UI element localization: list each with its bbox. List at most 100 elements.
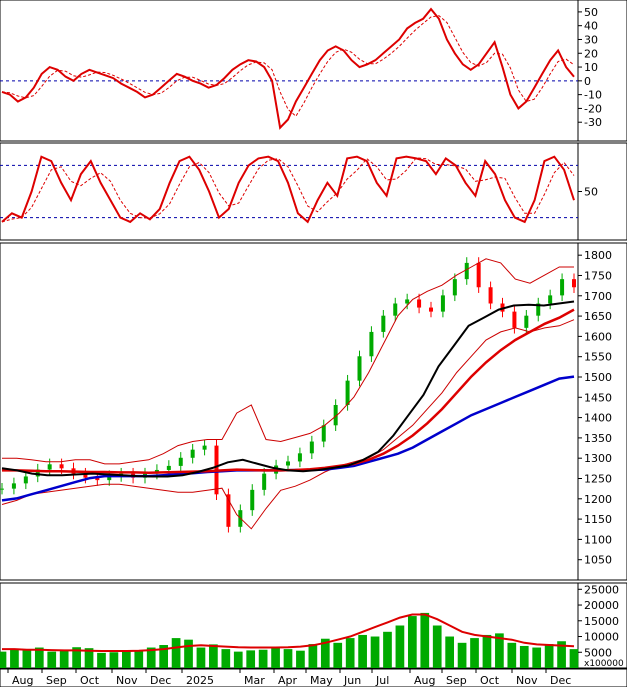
price-candle-body [190, 449, 195, 458]
volume-bar [333, 642, 343, 668]
y-tick-label: 25000 [584, 583, 619, 596]
y-tick-label: 10000 [584, 631, 619, 644]
volume-bar [34, 647, 44, 668]
price-candle-body [452, 279, 457, 296]
volume-bar [407, 616, 417, 668]
y-tick-label: 40 [584, 20, 598, 33]
y-tick-label: 50 [584, 6, 598, 19]
price-candle-body [417, 299, 422, 308]
volume-bar [507, 642, 517, 668]
x-tick-label: Oct [80, 674, 100, 687]
y-tick-label: 1650 [584, 310, 612, 323]
oscillator-1-signal-line [1, 15, 575, 117]
volume-bar [470, 638, 479, 668]
y-tick-label: 1600 [584, 330, 612, 343]
x-tick-label: Oct [480, 674, 500, 687]
price-panel: 1800 1750 1700 1650 1600 1550 1500 1450 1400 1350… [0, 242, 627, 581]
volume-bar [258, 649, 268, 668]
price-candle-body [107, 476, 112, 481]
y-tick-label: 1450 [584, 391, 612, 404]
volume-bar [432, 625, 442, 668]
moving-average-short-line [1, 300, 575, 478]
x-tick-label: Nov [116, 674, 138, 687]
volume-bar [557, 641, 566, 668]
price-candle-body [429, 307, 433, 312]
x-tick-label: Sep [46, 674, 67, 687]
y-tick-label: 50 [584, 186, 598, 199]
price-candle-body [11, 483, 16, 489]
price-candle-body [286, 461, 290, 466]
volume-bar [84, 648, 94, 668]
volume-bar [271, 647, 280, 668]
price-candle-body [405, 299, 410, 304]
price-candle-body [47, 464, 52, 470]
panel-border [0, 242, 627, 581]
price-candle-body [440, 295, 445, 312]
x-tick-label: Sep [446, 674, 467, 687]
volume-bar [0, 651, 7, 668]
price-candle-body [488, 287, 493, 304]
y-tick-label: 5000 [584, 646, 612, 659]
x-tick-label: Aug [414, 674, 435, 687]
y-tick-label: 15000 [584, 615, 619, 628]
volume-unit-label: x100000 [584, 659, 624, 669]
y-tick-label: 0 [584, 75, 591, 88]
volume-bar [482, 634, 492, 668]
x-tick-label: Apr [278, 674, 298, 687]
price-candle-body [572, 279, 576, 288]
volume-bar [121, 651, 131, 668]
price-candle-body [95, 477, 100, 481]
y-tick-label: 20 [584, 47, 598, 60]
bollinger-lower-line [1, 319, 575, 530]
volume-bar [395, 625, 405, 668]
price-candle-body [369, 331, 374, 357]
price-candle-body [393, 303, 398, 316]
volume-bar [345, 638, 355, 668]
volume-average-line [2, 613, 575, 652]
price-candle-body [309, 441, 314, 454]
volume-bar [495, 633, 504, 668]
x-tick-label: Jul [375, 674, 389, 687]
price-candle-body [83, 473, 88, 478]
price-candle-body [321, 425, 326, 442]
volume-bar [22, 649, 32, 668]
y-tick-label: 10 [584, 61, 598, 74]
y-tick-label: 1050 [584, 554, 612, 567]
x-tick-label: Nov [516, 674, 538, 687]
price-candle-body [476, 262, 481, 288]
volume-bar [420, 612, 430, 668]
oscillator-2-line [1, 155, 575, 224]
volume-bar [358, 634, 367, 668]
volume-bar [209, 644, 218, 668]
volume-bar [97, 652, 106, 668]
price-candle-body [464, 262, 469, 280]
price-candle-body [166, 465, 171, 470]
volume-bar [10, 649, 19, 668]
price-candle-body [560, 279, 565, 296]
y-tick-label: 1800 [584, 249, 612, 262]
volume-bar [532, 647, 542, 668]
volume-bar [134, 650, 144, 668]
oscillator-1-line [1, 7, 575, 130]
volume-bar [283, 649, 293, 668]
y-tick-label: 1300 [584, 452, 612, 465]
bollinger-upper-line [2, 258, 574, 465]
price-candle-body [512, 311, 517, 328]
volume-bar [457, 642, 467, 668]
y-tick-label: 30 [584, 33, 598, 46]
y-tick-label: 1400 [584, 412, 612, 425]
price-candle-body [536, 303, 541, 316]
price-candle-body [202, 445, 207, 450]
volume-bar [221, 649, 231, 668]
price-candle-body [178, 457, 183, 466]
volume-bar [196, 647, 206, 668]
volume-bar [370, 636, 380, 668]
moving-average-mid-line [2, 308, 575, 475]
y-tick-label: -30 [584, 116, 602, 129]
price-candle-body [250, 489, 255, 511]
oscillator-2-signal-line [1, 157, 575, 223]
volume-bar [233, 651, 243, 668]
